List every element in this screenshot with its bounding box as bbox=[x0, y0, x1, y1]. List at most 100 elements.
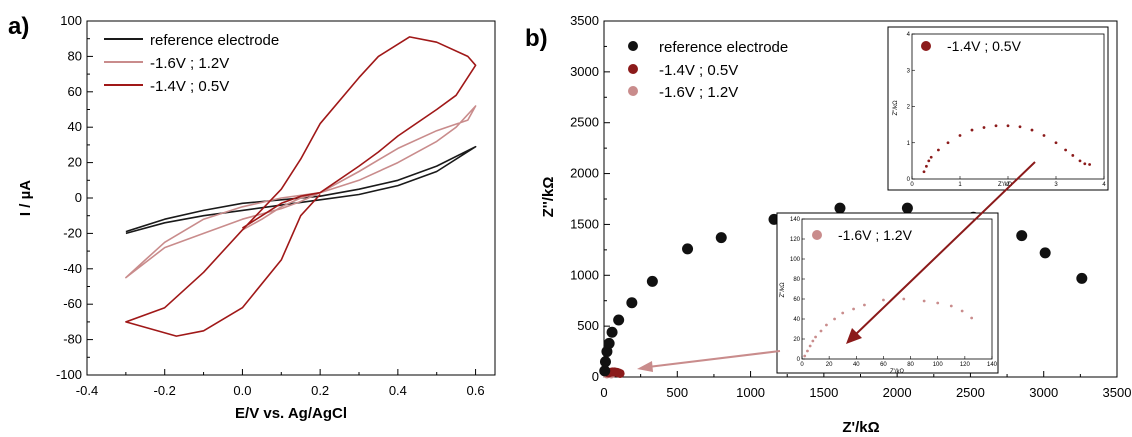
nyquist-x-tick-label: 3500 bbox=[1103, 385, 1132, 400]
nyquist-y-tick-label: 3000 bbox=[570, 64, 599, 79]
inset-1-6v-point bbox=[803, 354, 807, 358]
nyquist-point bbox=[1039, 247, 1051, 259]
inset-1-4v-points bbox=[922, 124, 1091, 174]
nyquist-point bbox=[599, 356, 611, 368]
inset-1-4v-point bbox=[937, 148, 940, 152]
inset-1-4v-point bbox=[1054, 141, 1058, 145]
legend-label-1-4: -1.4V ; 0.5V bbox=[659, 62, 738, 79]
cv-y-tick-label: -60 bbox=[63, 296, 82, 311]
inset-1-6v-y-tick-label: 40 bbox=[793, 317, 800, 323]
inset-1-4v-legend-label: -1.4V ; 0.5V bbox=[947, 38, 1022, 54]
inset-1-6v-point bbox=[808, 344, 812, 348]
cv-y-tick-label: 100 bbox=[60, 13, 82, 28]
inset-1-6v-legend-marker bbox=[812, 230, 822, 240]
inset-1-6v-x-tick-label: 120 bbox=[960, 362, 971, 368]
inset-1-6v-x-tick-label: 60 bbox=[880, 362, 887, 368]
inset-1-6v-point bbox=[960, 309, 964, 313]
cv-series-group bbox=[125, 36, 477, 337]
legend-label-1-6: -1.6V ; 1.2V bbox=[659, 84, 738, 101]
legend-label-1-4: -1.4V ; 0.5V bbox=[150, 78, 229, 95]
panel-label-a: a) bbox=[8, 13, 29, 40]
nyquist-point bbox=[626, 297, 638, 309]
nyquist-point bbox=[901, 202, 913, 214]
nyquist-x-tick-label: 3000 bbox=[1029, 385, 1058, 400]
arrowhead-1-6v bbox=[637, 361, 653, 372]
inset-1-6v-x-tick-label: 140 bbox=[987, 362, 998, 368]
inset-1-6v-point bbox=[936, 301, 940, 305]
inset-1-4v-point bbox=[1064, 148, 1067, 152]
inset-1-4v-point bbox=[994, 124, 998, 128]
inset-1-6v-y-tick-label: 60 bbox=[793, 297, 800, 303]
nyquist-point bbox=[1076, 272, 1088, 284]
nyquist-x-tick-label: 2500 bbox=[956, 385, 985, 400]
cv-y-tick-label: -100 bbox=[56, 367, 82, 382]
inset-1-6v-x-tick-label: 20 bbox=[826, 362, 833, 368]
inset-1-6v-point bbox=[806, 349, 809, 353]
cv-x-tick-label: 0.2 bbox=[311, 383, 329, 398]
legend-label-1-6: -1.6V ; 1.2V bbox=[150, 55, 229, 72]
inset-1-6v-axes-frame bbox=[801, 218, 993, 360]
nyquist-y-tick-label: 3500 bbox=[570, 13, 599, 28]
inset-1-4v-point bbox=[1083, 162, 1087, 166]
nyquist-point bbox=[834, 202, 846, 214]
cv-x-tick-label: -0.2 bbox=[154, 383, 176, 398]
inset-1-6v-point bbox=[833, 317, 836, 321]
nyquist-point bbox=[615, 368, 625, 378]
panel-label-b: b) bbox=[525, 25, 548, 52]
inset-1-4v-y-tick-label: 4 bbox=[907, 32, 911, 38]
cv-plot-frame bbox=[86, 20, 496, 376]
inset-1-4v-point bbox=[1006, 124, 1010, 128]
cv-x-tick-label: 0.4 bbox=[389, 383, 407, 398]
inset-1-4v-point bbox=[982, 126, 986, 129]
inset-1-4v-point bbox=[1078, 159, 1082, 163]
inset-1-6v-x-tick-label: 100 bbox=[933, 362, 944, 368]
nyquist-point bbox=[682, 243, 694, 255]
inset-1-4v-point bbox=[929, 155, 933, 159]
inset-1-6v-points bbox=[803, 297, 974, 358]
nyquist-x-tick-label: 500 bbox=[666, 385, 688, 400]
inset-1-6v-x-tick-label: 80 bbox=[907, 362, 914, 368]
inset-1-6v-point bbox=[902, 297, 906, 301]
inset-1-4v-point bbox=[1030, 128, 1034, 132]
nyquist-x-tick-label: 1000 bbox=[736, 385, 765, 400]
inset-1-4v-point bbox=[925, 164, 928, 168]
cv-series-line bbox=[125, 145, 477, 235]
inset-1-4v-point bbox=[970, 128, 974, 132]
inset-1-6v-frame bbox=[776, 212, 999, 374]
nyquist-y-tick-label: 0 bbox=[592, 369, 599, 384]
inset-1-6v-y-tick-label: 140 bbox=[790, 217, 801, 223]
inset-1-4v-point bbox=[927, 159, 931, 163]
nyquist-point bbox=[603, 337, 615, 349]
nyquist-x-tick-label: 2000 bbox=[883, 385, 912, 400]
cv-x-axis: -0.4 -0.2 0.0 0.2 0.4 0.6 bbox=[76, 369, 485, 398]
inset-1-6v-y-tick-label: 0 bbox=[797, 357, 801, 363]
inset-1-6v-point bbox=[819, 329, 823, 333]
inset-1-6v-point bbox=[882, 298, 885, 302]
nyquist-y-tick-label: 2500 bbox=[570, 115, 599, 130]
inset-1-4v-y-label: Z''/kΩ bbox=[893, 100, 899, 116]
cv-x-tick-label: 0.0 bbox=[233, 383, 251, 398]
legend-label-reference: reference electrode bbox=[150, 32, 279, 49]
inset-1-6v-point bbox=[852, 307, 855, 311]
cv-y-axis: -100 -80 -60 -40 -20 0 20 40 60 80 100 bbox=[56, 13, 93, 382]
inset-1-6v-x-tick-label: 40 bbox=[853, 362, 860, 368]
inset-1-6v-point bbox=[970, 316, 974, 320]
inset-1-4v-y-tick-label: 1 bbox=[907, 141, 911, 147]
nyquist-y-axis-label: Z''/kΩ bbox=[540, 177, 557, 218]
inset-1-6v-point bbox=[922, 299, 926, 303]
inset-1-4v-y-tick-label: 2 bbox=[907, 105, 911, 111]
inset-1-6v-point bbox=[863, 303, 866, 307]
inset-1-6v-x-tick-label: 0 bbox=[800, 362, 804, 368]
inset-1-4v-axes: 0 1 2 3 4 0 1 2 3 4 bbox=[907, 32, 1107, 188]
inset-1-6v-axes: 0 20 40 60 80 100 120 140 0 20 40 60 80 100 120 140 bbox=[790, 217, 998, 368]
cv-series-line bbox=[125, 105, 477, 279]
cv-x-tick-label: -0.4 bbox=[76, 383, 98, 398]
cv-y-tick-label: -80 bbox=[63, 332, 82, 347]
legend-marker-reference bbox=[628, 41, 638, 51]
nyquist-point bbox=[715, 232, 727, 244]
cv-x-tick-label: 0.6 bbox=[467, 383, 485, 398]
nyquist-x-axis: 0 500 1000 1500 2000 2500 3000 3500 bbox=[600, 371, 1131, 400]
nyquist-y-tick-label: 500 bbox=[577, 318, 599, 333]
cv-legend: reference electrode -1.6V ; 1.2V -1.4V ;… bbox=[104, 32, 279, 95]
